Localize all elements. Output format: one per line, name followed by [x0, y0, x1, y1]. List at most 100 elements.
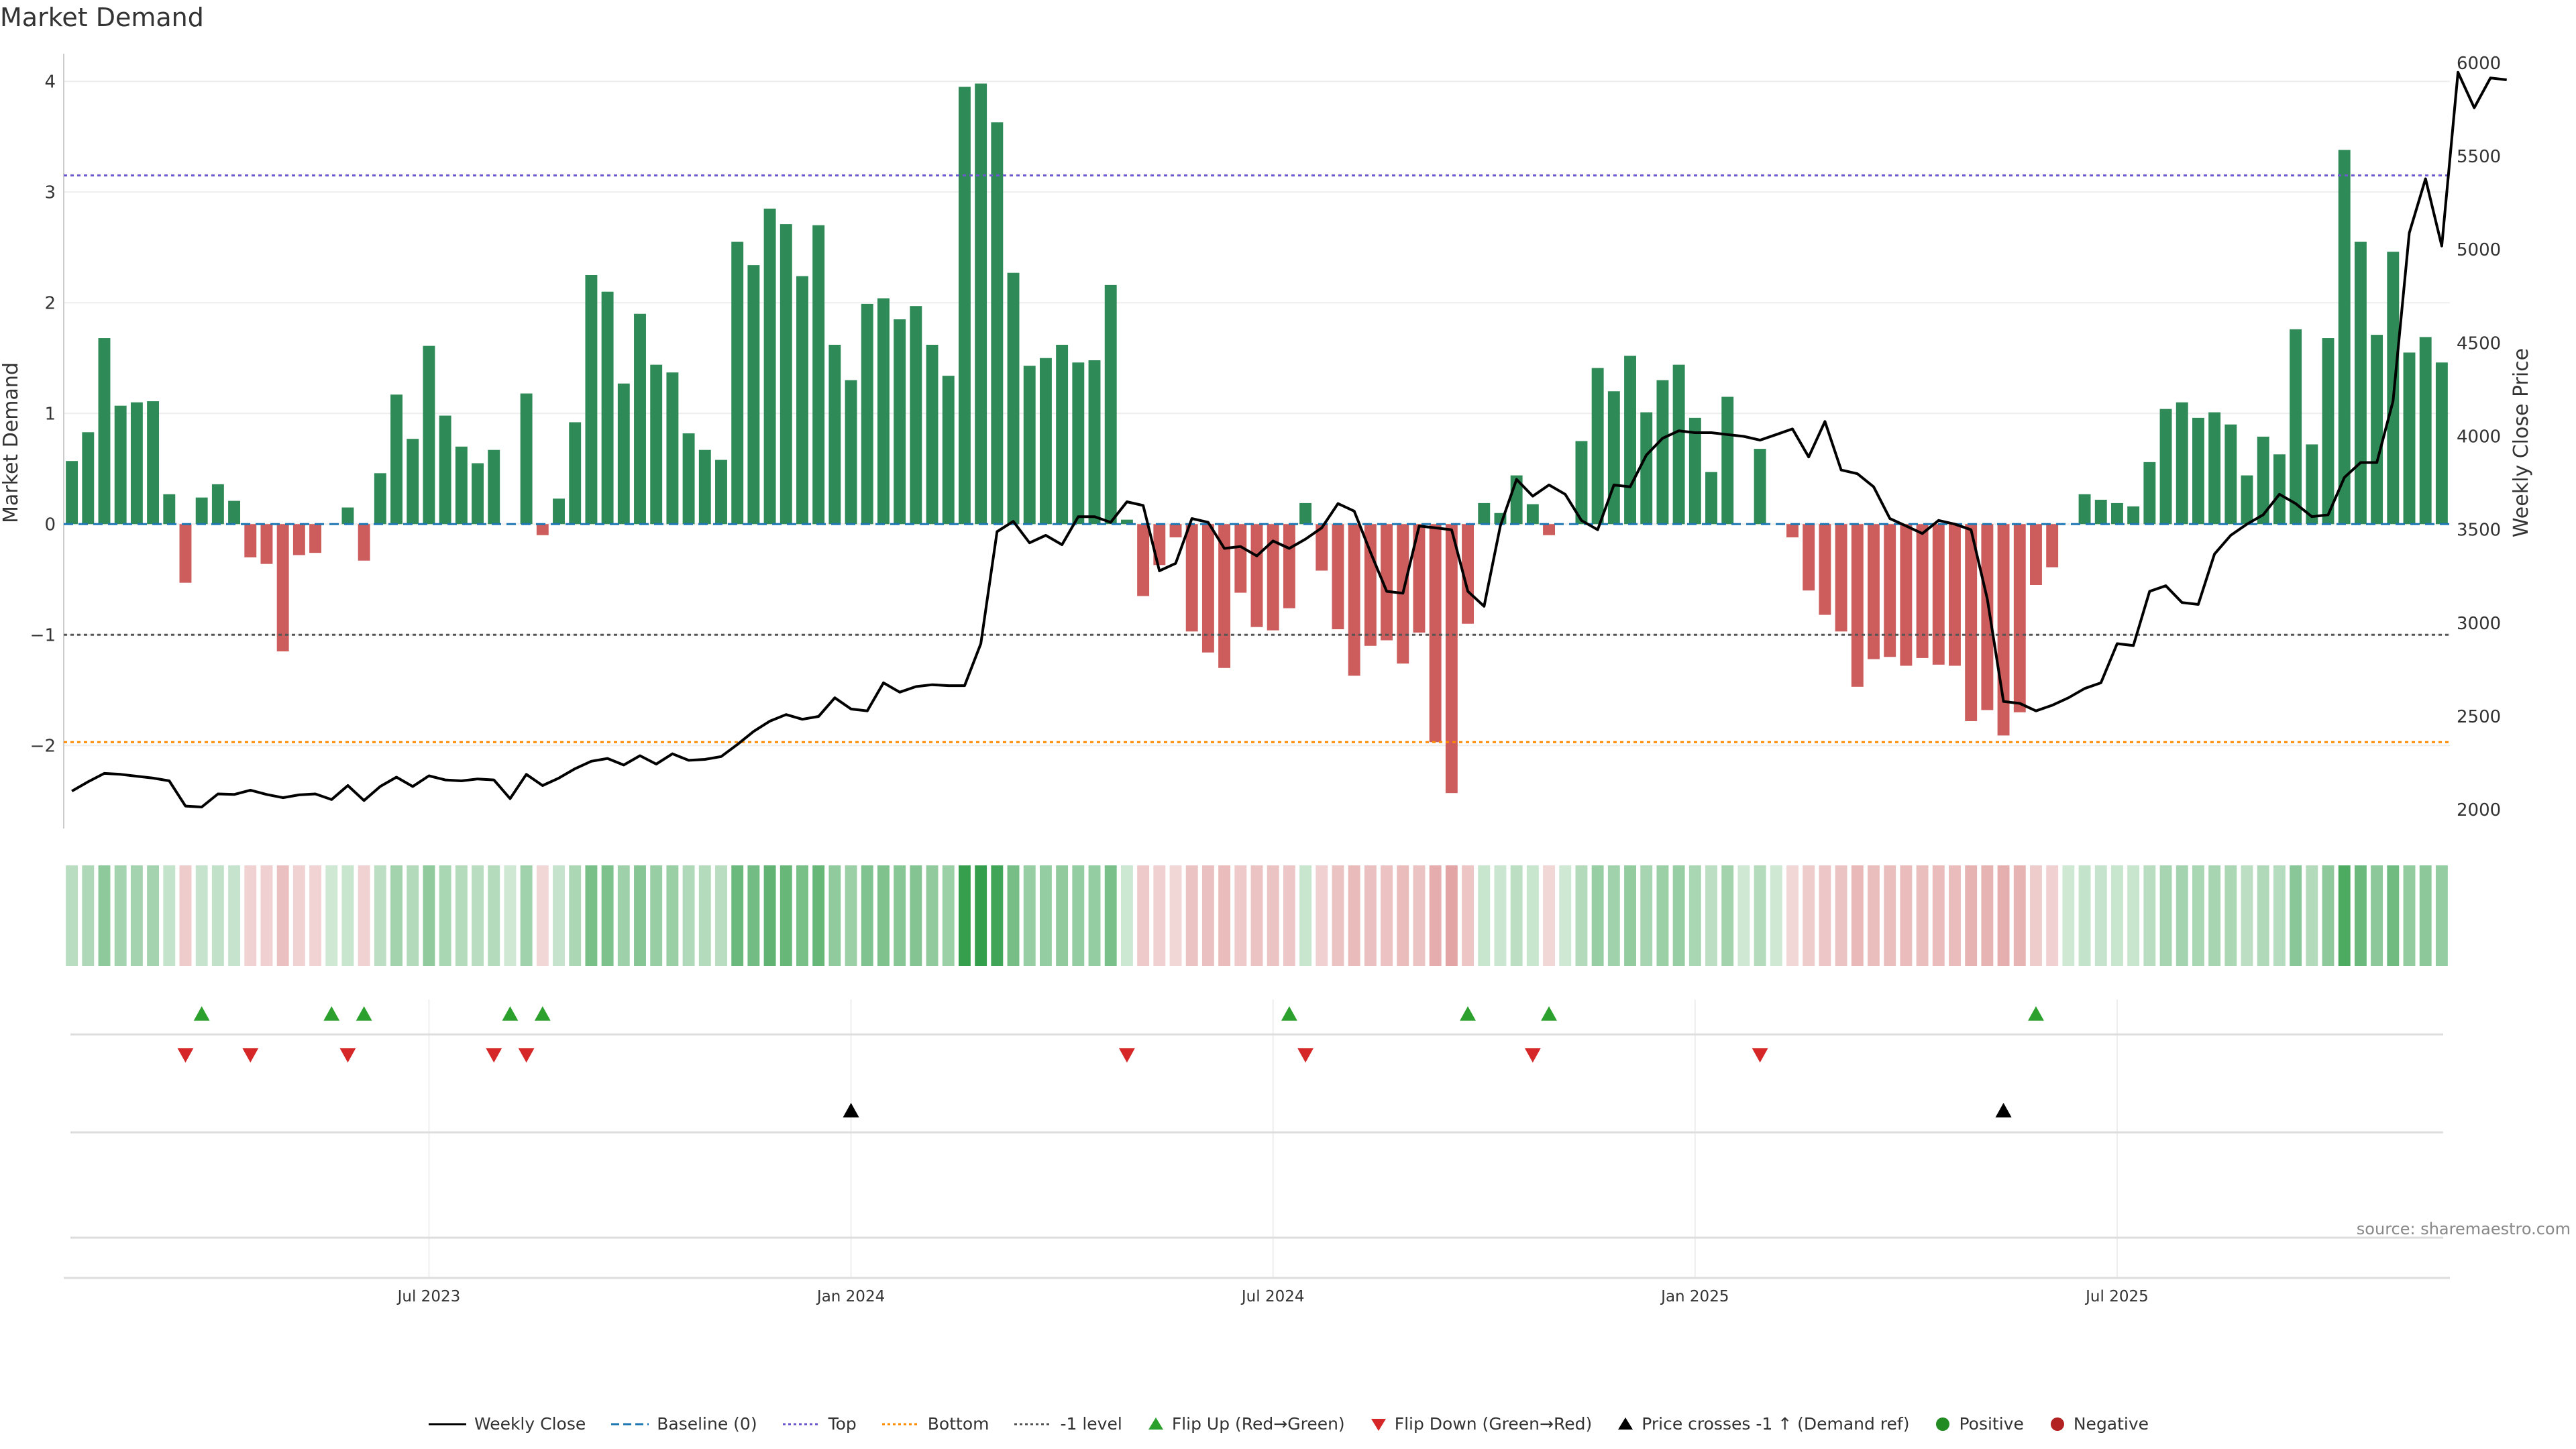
heat-cell: [2224, 865, 2237, 966]
heat-cell: [163, 865, 176, 966]
legend-item: Positive: [1933, 1414, 2024, 1434]
demand-bar: [1835, 524, 1847, 632]
flip-up-marker: [193, 1006, 210, 1021]
heat-cell: [1088, 865, 1101, 966]
heat-cell: [942, 865, 955, 966]
legend-item: Negative: [2048, 1414, 2149, 1434]
demand-bar: [2290, 329, 2302, 525]
left-tick-label: 3: [44, 182, 56, 203]
heat-cell: [228, 865, 241, 966]
demand-bar: [1607, 391, 1620, 525]
heat-cell: [1510, 865, 1523, 966]
chart-title: Market Demand: [0, 3, 204, 32]
demand-bar: [455, 446, 468, 525]
heat-cell: [1851, 865, 1864, 966]
heat-cell: [2257, 865, 2269, 966]
heat-cell: [634, 865, 646, 966]
heat-cell: [763, 865, 776, 966]
demand-bar: [747, 265, 760, 525]
heat-cell: [407, 865, 419, 966]
demand-bar: [1104, 284, 1117, 525]
demand-bar: [1672, 364, 1685, 525]
demand-bar: [682, 433, 695, 525]
heat-cell: [2143, 865, 2156, 966]
left-tick-label: 0: [44, 515, 56, 535]
flip-down-marker: [486, 1048, 502, 1063]
demand-bar: [390, 394, 402, 525]
heat-cell: [2159, 865, 2172, 966]
demand-bar: [2208, 412, 2221, 525]
demand-bar: [796, 276, 808, 525]
heat-cell: [2094, 865, 2107, 966]
heat-cell: [472, 865, 484, 966]
demand-bar: [1072, 362, 1085, 525]
demand-bar: [845, 380, 857, 525]
heat-cell: [1234, 865, 1247, 966]
source-label: source: sharemaestro.com: [2356, 1220, 2571, 1238]
demand-bar: [828, 344, 841, 525]
demand-bar: [942, 376, 955, 525]
heat-cell: [2111, 865, 2123, 966]
demand-bar: [812, 225, 825, 525]
legend-swatch-icon: [1618, 1417, 1633, 1430]
heat-cell: [682, 865, 695, 966]
left-tick-label: 2: [44, 293, 56, 313]
heat-cell: [1721, 865, 1734, 966]
weekly-close-line: [71, 70, 2507, 808]
right-tick-label: 4500: [2457, 333, 2501, 354]
demand-bar: [1445, 524, 1458, 794]
demand-bar: [1283, 524, 1295, 608]
heat-cell: [1754, 865, 1766, 966]
heat-cell: [1332, 865, 1344, 966]
demand-bar: [1218, 524, 1231, 668]
heat-cell: [2208, 865, 2221, 966]
heat-cell: [910, 865, 922, 966]
heat-cell: [958, 865, 971, 966]
demand-bar: [439, 415, 451, 525]
heat-cell: [1835, 865, 1847, 966]
heat-cell: [2013, 865, 2026, 966]
demand-bar: [1721, 396, 1734, 525]
heat-cell: [1201, 865, 1214, 966]
demand-bar: [1120, 519, 1133, 525]
demand-bar: [1316, 524, 1328, 571]
heat-cell: [1120, 865, 1133, 966]
flip-down-marker: [1524, 1048, 1541, 1063]
heat-cell: [1786, 865, 1799, 966]
heat-cell: [439, 865, 451, 966]
demand-bar: [130, 402, 143, 525]
flip-down-marker: [242, 1048, 259, 1063]
demand-bar: [244, 524, 257, 557]
heat-cell: [2046, 865, 2059, 966]
heat-cell: [2078, 865, 2091, 966]
heat-cell: [1965, 865, 1978, 966]
heat-cell: [666, 865, 679, 966]
demand-bar: [1786, 524, 1799, 538]
flip-up-marker: [356, 1006, 372, 1021]
heat-cell: [536, 865, 549, 966]
heat-cell: [276, 865, 289, 966]
demand-bar: [1997, 524, 2010, 736]
demand-bar: [894, 319, 906, 525]
heat-cell: [926, 865, 938, 966]
heat-cell: [1299, 865, 1312, 966]
heat-cell: [2290, 865, 2302, 966]
heat-cell: [1997, 865, 2010, 966]
demand-bar: [1381, 524, 1393, 641]
heat-cell: [553, 865, 565, 966]
heat-cell: [130, 865, 143, 966]
heat-cell: [1819, 865, 1831, 966]
demand-bar: [1591, 368, 1604, 525]
heat-cell: [1526, 865, 1539, 966]
demand-bar: [1299, 502, 1312, 525]
legend-label: -1 level: [1060, 1414, 1122, 1434]
demand-bar: [861, 303, 873, 525]
demand-bar: [147, 401, 160, 525]
demand-bar: [292, 524, 305, 555]
heat-cell: [211, 865, 224, 966]
demand-bar: [763, 209, 776, 525]
heat-cell: [1462, 865, 1474, 966]
demand-bar: [1949, 524, 1961, 666]
demand-bar: [2273, 454, 2286, 525]
heat-cell: [1348, 865, 1360, 966]
